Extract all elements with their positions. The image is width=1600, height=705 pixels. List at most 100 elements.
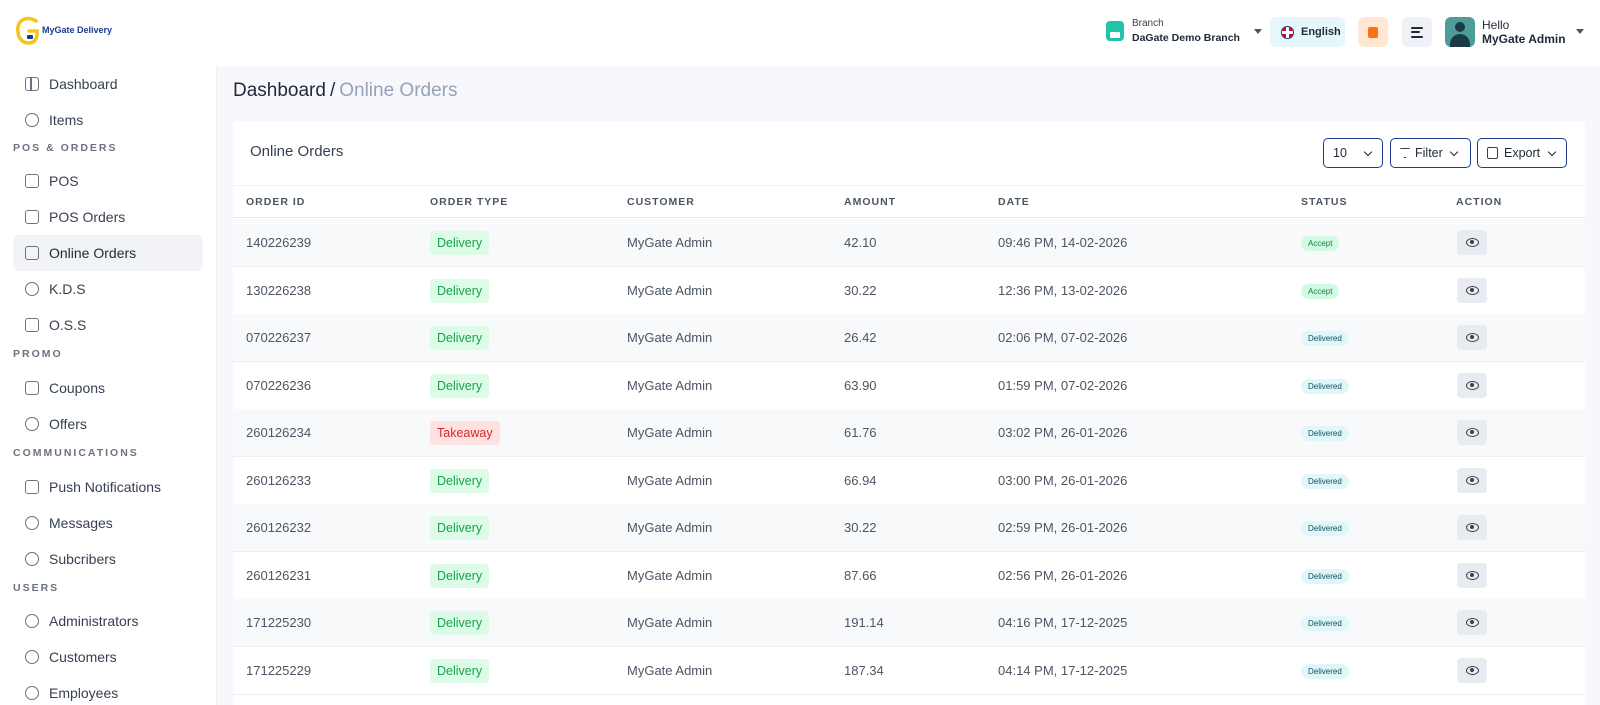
sidebar-item-coupons[interactable]: Coupons — [13, 370, 203, 406]
column-order-id[interactable]: ORDER ID — [246, 196, 306, 208]
view-order-button[interactable] — [1457, 420, 1487, 445]
column-order-type[interactable]: ORDER TYPE — [430, 196, 509, 208]
customer-name: MyGate Admin — [627, 425, 713, 440]
sidebar-item-items[interactable]: Items — [13, 102, 203, 138]
order-type-badge: Delivery — [430, 611, 490, 635]
status-badge: Accept — [1301, 283, 1340, 299]
bag-icon — [25, 246, 39, 260]
sidebar-item-pos-orders[interactable]: POS Orders — [13, 199, 203, 235]
card-title: Online Orders — [250, 143, 344, 160]
view-order-button[interactable] — [1457, 277, 1487, 303]
table-row[interactable]: 130226238 Delivery MyGate Admin 30.22 12:36 … — [233, 267, 1585, 315]
order-amount: 66.94 — [844, 472, 877, 488]
sidebar-item-label: O.S.S — [49, 317, 87, 333]
order-id: 171225229 — [246, 662, 312, 678]
file-icon — [25, 210, 39, 224]
customer-name: MyGate Admin — [627, 615, 713, 630]
menu-toggle-button[interactable] — [1402, 17, 1432, 47]
column-status[interactable]: STATUS — [1301, 196, 1348, 208]
sidebar-item-label: Coupons — [49, 380, 106, 396]
receipt-icon — [25, 174, 39, 188]
employee-icon — [25, 686, 39, 700]
order-amount: 61.76 — [844, 425, 877, 440]
table-row[interactable]: 070226237 Delivery MyGate Admin 26.42 02:06 … — [233, 314, 1585, 362]
order-amount: 187.34 — [844, 662, 884, 678]
breadcrumb: Dashboard / Online Orders — [233, 80, 458, 102]
table-row[interactable]: 070226236 Delivery MyGate Admin 63.90 01:59 … — [233, 362, 1585, 410]
user-name: MyGate Admin — [1482, 32, 1566, 46]
order-type-badge: Delivery — [430, 231, 490, 255]
sidebar-item-kds[interactable]: K.D.S — [13, 271, 203, 307]
sidebar-item-push-notifications[interactable]: Push Notifications — [13, 469, 203, 505]
sidebar-item-customers[interactable]: Customers — [13, 639, 203, 675]
table-row[interactable]: 260126231 Delivery MyGate Admin 87.66 02:56 … — [233, 552, 1585, 600]
per-page-select[interactable]: 10 — [1323, 138, 1383, 168]
view-order-button[interactable] — [1457, 562, 1487, 588]
filter-button[interactable]: Filter — [1390, 138, 1471, 168]
section-communications: COMMUNICATIONS — [13, 447, 139, 459]
sidebar-item-label: Subcribers — [49, 551, 116, 567]
customer-name: MyGate Admin — [627, 377, 713, 393]
chevron-down-icon — [1363, 147, 1373, 156]
order-type-badge: Delivery — [430, 326, 490, 350]
box-icon — [25, 113, 39, 127]
view-order-button[interactable] — [1457, 515, 1487, 540]
eye-icon — [1465, 428, 1479, 437]
sidebar-item-pos[interactable]: POS — [13, 163, 203, 199]
sidebar: Dashboard Items POS & ORDERS POS POS Ord… — [0, 66, 217, 705]
table-row[interactable]: 140226239 Delivery MyGate Admin 42.10 09:46 … — [233, 219, 1585, 267]
view-order-button[interactable] — [1457, 230, 1487, 255]
sidebar-item-administrators[interactable]: Administrators — [13, 603, 203, 639]
sidebar-item-employees[interactable]: Employees — [13, 675, 203, 705]
order-date: 09:46 PM, 14-02-2026 — [998, 235, 1128, 250]
branch-selector[interactable]: Branch DaGate Demo Branch — [1106, 17, 1262, 45]
column-customer[interactable]: CUSTOMER — [627, 196, 695, 208]
sidebar-item-online-orders[interactable]: Online Orders — [13, 235, 203, 271]
sidebar-item-label: Dashboard — [49, 76, 118, 92]
pos-shortcut-button[interactable] — [1358, 17, 1388, 47]
table-row[interactable]: 260126232 Delivery MyGate Admin 30.22 02:59 … — [233, 504, 1585, 552]
app-logo[interactable]: MyGate Delivery — [16, 16, 112, 46]
order-type-badge: Delivery — [430, 516, 490, 540]
view-order-button[interactable] — [1457, 467, 1487, 493]
sidebar-item-subscribers[interactable]: Subcribers — [13, 541, 203, 577]
export-button[interactable]: Export — [1477, 138, 1567, 168]
sidebar-item-label: POS — [49, 173, 79, 189]
sidebar-item-offers[interactable]: Offers — [13, 406, 203, 442]
language-button[interactable]: English — [1270, 17, 1345, 47]
sidebar-item-dashboard[interactable]: Dashboard — [13, 66, 203, 102]
orders-card: Online Orders 10 Filter Export ORDER ID … — [233, 121, 1585, 705]
sidebar-item-oss[interactable]: O.S.S — [13, 307, 203, 343]
table-row[interactable]: 171225229 Delivery MyGate Admin 187.34 04:14… — [233, 647, 1585, 695]
view-order-button[interactable] — [1457, 325, 1487, 350]
logo-text: MyGate Delivery — [42, 25, 113, 35]
order-type-badge: Delivery — [430, 278, 490, 303]
order-id: 260126232 — [246, 520, 312, 535]
status-badge: Delivered — [1301, 331, 1349, 346]
status-badge: Delivered — [1301, 378, 1349, 394]
table-row[interactable]: 260126234 Takeaway MyGate Admin 61.76 03:02 … — [233, 409, 1585, 457]
user-menu[interactable]: Hello MyGate Admin — [1445, 17, 1584, 47]
order-id: 260126234 — [246, 425, 312, 440]
filter-icon — [1400, 148, 1410, 158]
status-badge: Delivered — [1301, 568, 1349, 584]
chef-icon — [25, 282, 39, 296]
sidebar-item-label: Online Orders — [49, 245, 137, 261]
view-order-button[interactable] — [1457, 610, 1487, 635]
column-date[interactable]: DATE — [998, 196, 1030, 208]
top-header: MyGate Delivery Branch DaGate Demo Branc… — [0, 0, 1600, 66]
table-row[interactable]: 260126233 Delivery MyGate Admin 66.94 03:00 … — [233, 457, 1585, 505]
sidebar-item-messages[interactable]: Messages — [13, 505, 203, 541]
breadcrumb-root[interactable]: Dashboard — [233, 80, 326, 101]
order-date: 03:00 PM, 26-01-2026 — [998, 472, 1128, 488]
pos-icon — [1368, 26, 1378, 38]
order-date: 02:06 PM, 07-02-2026 — [998, 330, 1128, 345]
order-id: 260126231 — [246, 567, 312, 583]
view-order-button[interactable] — [1457, 657, 1487, 683]
status-badge: Delivered — [1301, 426, 1349, 441]
table-row[interactable]: 171225230 Delivery MyGate Admin 191.14 04:16… — [233, 599, 1585, 647]
view-order-button[interactable] — [1457, 372, 1487, 398]
menu-icon — [1411, 26, 1423, 29]
users-icon — [25, 650, 39, 664]
column-amount[interactable]: AMOUNT — [844, 196, 897, 208]
